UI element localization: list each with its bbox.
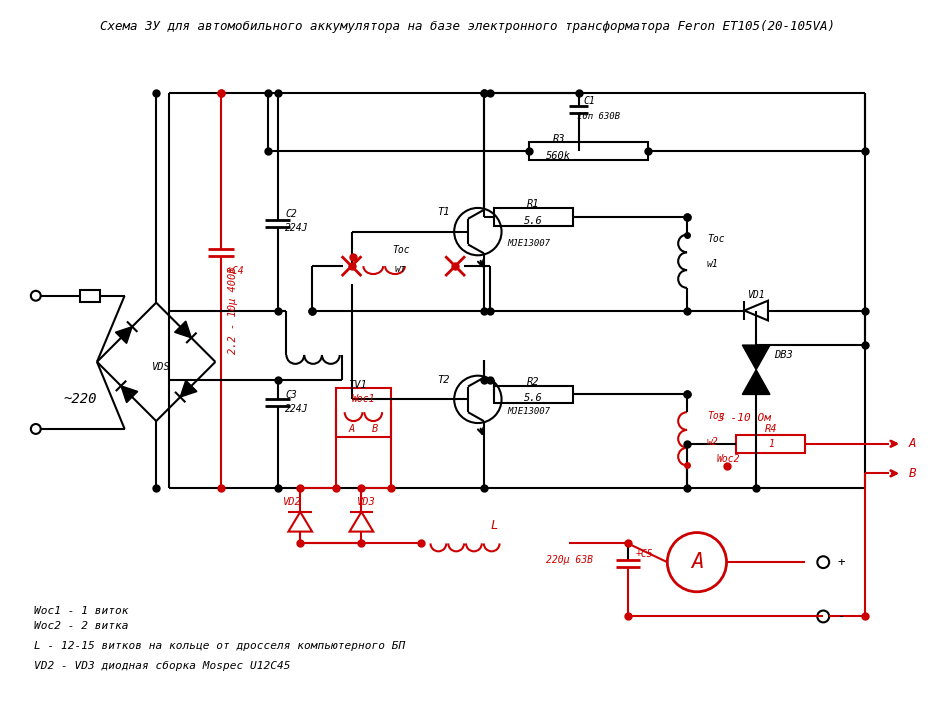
Text: 224J: 224J — [285, 223, 309, 233]
Text: A: A — [348, 424, 355, 434]
Text: VD1: VD1 — [747, 290, 765, 299]
Text: +C4: +C4 — [227, 266, 244, 276]
Bar — [493, 385, 573, 404]
Bar — [493, 208, 573, 226]
Text: L - 12-15 витков на кольце от дросселя компьютерного БП: L - 12-15 витков на кольце от дросселя к… — [34, 641, 405, 651]
Text: B: B — [909, 467, 916, 480]
Text: Тос: Тос — [707, 411, 724, 421]
Text: ~220: ~220 — [64, 392, 97, 406]
Text: w1: w1 — [707, 259, 719, 269]
Text: MJE13007: MJE13007 — [507, 239, 550, 248]
Text: 10п 630В: 10п 630В — [577, 112, 620, 121]
Text: VDS: VDS — [152, 362, 170, 372]
Text: 2.2 - 10µ 400В: 2.2 - 10µ 400В — [228, 267, 238, 354]
Text: w2: w2 — [707, 437, 719, 447]
Text: -: - — [837, 610, 844, 623]
Text: +C5: +C5 — [636, 549, 653, 560]
Text: Wос1 - 1 виток: Wос1 - 1 виток — [34, 605, 128, 616]
Text: Тос: Тос — [392, 245, 410, 255]
Text: A: A — [909, 437, 916, 450]
Text: 220µ 63В: 220µ 63В — [547, 555, 593, 565]
Bar — [336, 387, 391, 437]
Text: T1: T1 — [437, 207, 449, 217]
Text: VD2 - VD3 диодная сборка Mospec U12C45: VD2 - VD3 диодная сборка Mospec U12C45 — [34, 661, 290, 671]
Bar — [737, 435, 806, 453]
Bar — [529, 142, 648, 160]
Text: B: B — [373, 424, 378, 434]
Text: R3: R3 — [552, 134, 565, 144]
Text: 3 -10 Ом: 3 -10 Ом — [717, 413, 770, 423]
Text: 1: 1 — [768, 439, 774, 449]
Text: C1: C1 — [583, 96, 595, 106]
Text: R1: R1 — [527, 199, 539, 209]
Text: +: + — [837, 555, 844, 569]
Polygon shape — [115, 327, 132, 344]
Text: DB3: DB3 — [774, 350, 793, 360]
Text: VD3: VD3 — [357, 497, 375, 507]
Text: C3: C3 — [285, 390, 298, 401]
Text: 560k: 560k — [547, 150, 571, 160]
Polygon shape — [175, 321, 191, 338]
Text: Wос1: Wос1 — [352, 394, 375, 404]
Text: Схема ЗУ для автомобильного аккумулятора на базе электронного трансформатора Fer: Схема ЗУ для автомобильного аккумулятора… — [100, 20, 836, 33]
Text: T2: T2 — [437, 375, 449, 385]
Text: Тос: Тос — [707, 233, 724, 243]
Text: R4: R4 — [765, 424, 777, 434]
Text: 5.6: 5.6 — [524, 394, 543, 404]
Text: Wос2 - 2 витка: Wос2 - 2 витка — [34, 621, 128, 631]
Polygon shape — [742, 345, 770, 370]
Text: MJE13007: MJE13007 — [507, 407, 550, 415]
Text: L: L — [490, 520, 498, 532]
Text: VD2: VD2 — [283, 497, 301, 507]
Text: TV1: TV1 — [348, 380, 367, 389]
Text: C2: C2 — [285, 209, 298, 219]
Text: 224J: 224J — [285, 404, 309, 414]
Text: wт: wт — [395, 264, 407, 274]
Text: R2: R2 — [527, 377, 539, 387]
Text: Wос2: Wос2 — [717, 453, 740, 463]
Polygon shape — [742, 370, 770, 394]
Text: A: A — [691, 552, 703, 572]
Polygon shape — [181, 380, 197, 397]
Text: 5.6: 5.6 — [524, 216, 543, 226]
Polygon shape — [121, 386, 138, 403]
Bar — [80, 290, 100, 302]
